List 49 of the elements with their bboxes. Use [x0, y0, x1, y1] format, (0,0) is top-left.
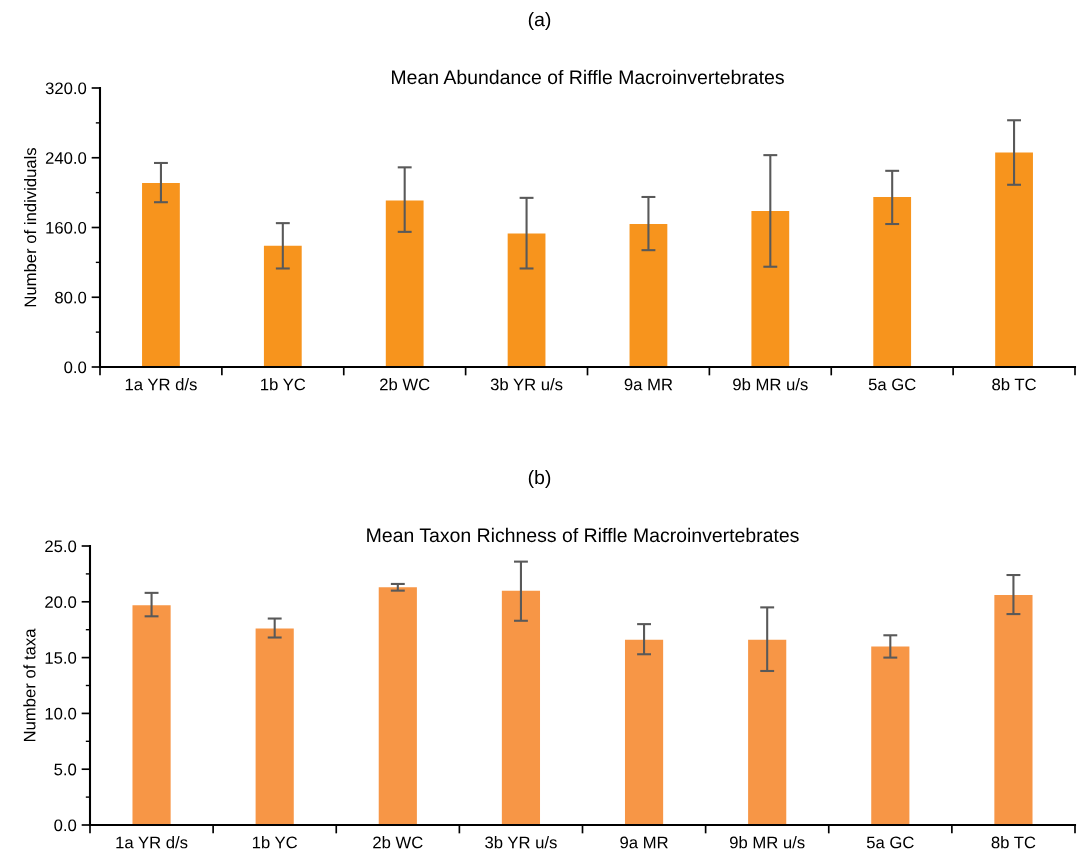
y-tick-label: 15.0 [45, 652, 77, 664]
bar [385, 200, 424, 367]
x-tick-label: 8b TC [992, 378, 1036, 391]
bar [751, 210, 790, 367]
x-tick-label: 1a YR d/s [125, 378, 197, 391]
y-tick-label: 25.0 [45, 540, 77, 553]
y-tick-label: 0.0 [54, 819, 77, 832]
chart-title: Mean Taxon Richness of Riffle Macroinvertebrates [367, 527, 799, 543]
bar [748, 639, 787, 825]
x-tick-label: 5a GC [868, 378, 916, 391]
text: (a) [528, 12, 551, 31]
y-tick-label: 80.0 [55, 291, 87, 304]
x-tick-label: 2b WC [373, 836, 423, 849]
bar [624, 639, 664, 825]
x-tick-label: 5a GC [866, 836, 914, 849]
bar [629, 224, 668, 367]
y-tick-label: 320.0 [45, 82, 87, 95]
y-tick-label: 10.0 [45, 707, 77, 720]
bar [255, 628, 294, 825]
bar [507, 233, 546, 367]
chart-title: Mean Abundance of Riffle Macroinvertebrates [392, 69, 784, 85]
bar [995, 152, 1033, 367]
bar [501, 590, 541, 825]
bar [378, 587, 417, 825]
y-tick-label: 20.0 [45, 596, 77, 608]
bar [142, 183, 180, 367]
text: (b) [528, 470, 551, 489]
x-tick-label: 3b YR u/s [490, 378, 563, 391]
x-tick-label: 9a MR [620, 836, 668, 849]
x-tick-label: 9a MR [624, 378, 673, 391]
bar [873, 196, 912, 367]
x-tick-label: 2b WC [380, 378, 430, 391]
bar [994, 595, 1033, 825]
x-tick-label: 9b MR u/s [733, 378, 808, 391]
y-tick-label: 160.0 [46, 221, 87, 234]
x-tick-label: 1a YR d/s [116, 836, 188, 849]
x-tick-label: 1b YC [261, 378, 306, 391]
y-tick-label: 240.0 [45, 152, 87, 164]
y-axis-title: Number of individuals [24, 147, 37, 307]
y-tick-label: 0.0 [64, 361, 87, 374]
y-axis-title: Number of taxa [23, 628, 36, 742]
bar [132, 605, 171, 825]
bar [263, 245, 302, 367]
y-tick-label: 5.0 [54, 763, 77, 776]
bar [871, 646, 910, 825]
x-tick-label: 3b YR u/s [485, 836, 557, 849]
x-tick-label: 8b TC [991, 836, 1036, 849]
x-tick-label: 1b YC [252, 836, 298, 849]
x-tick-label: 9b MR u/s [729, 836, 805, 849]
